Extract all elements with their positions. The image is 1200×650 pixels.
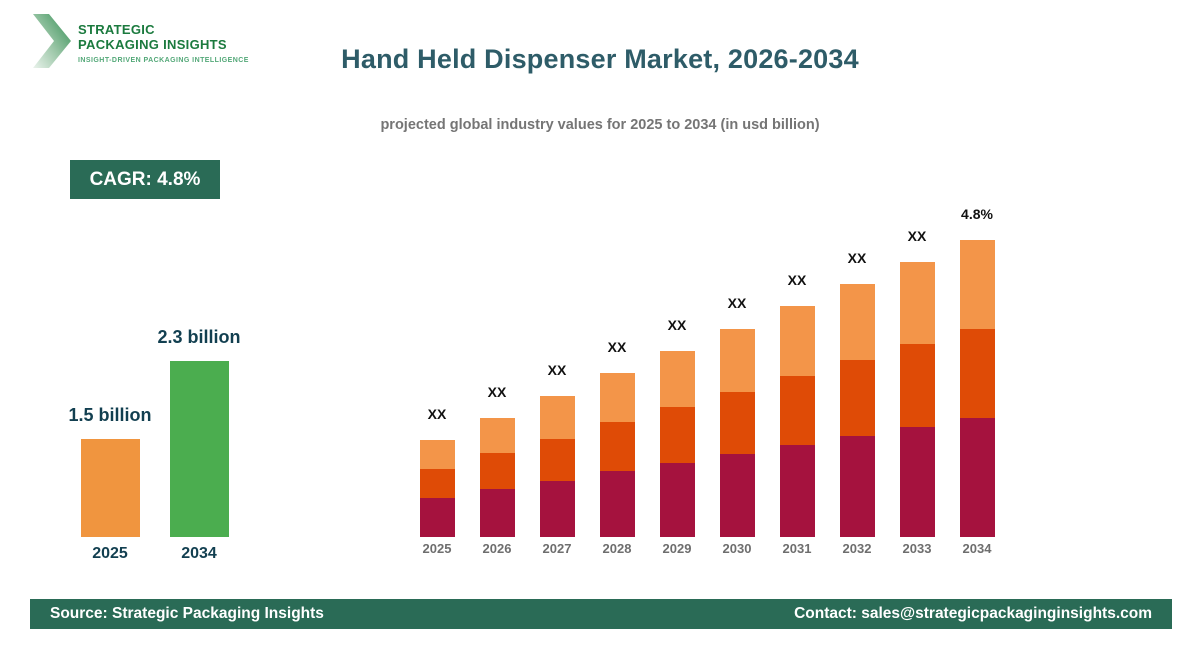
footer-source: Source: Strategic Packaging Insights — [50, 605, 324, 622]
stacked-segment-middle-2030 — [720, 392, 755, 454]
mini-bar-value-label: 1.5 billion — [68, 405, 152, 425]
stacked-segment-bottom-2031 — [780, 445, 815, 537]
mini-bar-value-label: 2.3 billion — [157, 327, 241, 347]
logo-chevron-icon — [33, 14, 71, 73]
stacked-bar-value-label: XX — [727, 295, 747, 311]
stacked-segment-bottom-2028 — [600, 471, 635, 537]
stacked-bar-value-label: XX — [607, 339, 627, 355]
stacked-segment-top-2032 — [840, 284, 875, 360]
logo-line-2: PACKAGING INSIGHTS — [78, 37, 227, 52]
stacked-segment-middle-2029 — [660, 407, 695, 463]
stacked-bar-value-label: XX — [787, 272, 807, 288]
logo-wordmark: STRATEGIC PACKAGING INSIGHTS INSIGHT-DRI… — [78, 14, 249, 64]
footer-contact: Contact: sales@strategicpackaginginsight… — [794, 605, 1152, 622]
stacked-segment-top-2026 — [480, 418, 515, 453]
stacked-axis-label-year: 2030 — [722, 541, 752, 556]
stacked-axis-label-year: 2034 — [962, 541, 992, 556]
stacked-segment-top-2033 — [900, 262, 935, 344]
stacked-segment-bottom-2029 — [660, 463, 695, 537]
mini-axis-label-year: 2025 — [92, 545, 128, 562]
stacked-axis-label-year: 2029 — [662, 541, 692, 556]
stacked-segment-top-2029 — [660, 351, 695, 407]
stacked-segment-bottom-2027 — [540, 481, 575, 537]
stacked-segment-middle-2027 — [540, 439, 575, 481]
mini-bar-2034 — [169, 361, 229, 537]
stacked-segment-top-2031 — [780, 306, 815, 376]
chart-subtitle: projected global industry values for 202… — [380, 117, 820, 133]
page-title: Hand Held Dispenser Market, 2026-2034 — [341, 44, 859, 74]
stacked-axis-label-year: 2026 — [482, 541, 512, 556]
stacked-segment-middle-2033 — [900, 344, 935, 427]
stacked-segment-top-2034 — [960, 240, 995, 329]
stacked-segment-middle-2025 — [420, 469, 455, 498]
mini-bar-2025 — [80, 439, 140, 537]
stacked-bar-2032 — [840, 284, 875, 537]
stacked-segment-middle-2028 — [600, 422, 635, 471]
stacked-segment-middle-2032 — [840, 360, 875, 436]
logo-tagline: INSIGHT-DRIVEN PACKAGING INTELLIGENCE — [78, 57, 249, 64]
stacked-bar-2025 — [420, 440, 455, 537]
mini-axis-label-year: 2034 — [181, 545, 217, 562]
stacked-bar-value-label: 4.8% — [961, 206, 993, 222]
stacked-segment-bottom-2026 — [480, 489, 515, 537]
stacked-bar-value-label: XX — [427, 406, 447, 422]
logo-line-1: STRATEGIC — [78, 22, 155, 37]
stacked-bar-2028 — [600, 373, 635, 537]
stacked-segment-top-2027 — [540, 396, 575, 439]
stacked-bar-value-label: XX — [847, 250, 867, 266]
stacked-axis-label-year: 2031 — [782, 541, 812, 556]
stacked-segment-bottom-2033 — [900, 427, 935, 537]
stacked-axis-label-year: 2033 — [902, 541, 932, 556]
stacked-bar-2026 — [480, 418, 515, 537]
logo: STRATEGIC PACKAGING INSIGHTS INSIGHT-DRI… — [33, 14, 249, 73]
stacked-axis-label-year: 2027 — [542, 541, 572, 556]
stacked-segment-bottom-2034 — [960, 418, 995, 537]
stacked-segment-top-2025 — [420, 440, 455, 469]
footer-bar: Source: Strategic Packaging Insights Con… — [30, 599, 1172, 629]
stacked-segment-bottom-2032 — [840, 436, 875, 537]
stacked-segment-middle-2026 — [480, 453, 515, 489]
stacked-bar-value-label: XX — [547, 362, 567, 378]
stacked-bar-value-label: XX — [487, 384, 507, 400]
stacked-segment-top-2030 — [720, 329, 755, 392]
stacked-bar-2030 — [720, 329, 755, 537]
stacked-bar-value-label: XX — [907, 228, 927, 244]
stacked-bar-2034 — [960, 240, 995, 537]
stacked-axis-label-year: 2028 — [602, 541, 632, 556]
stacked-bar-2027 — [540, 396, 575, 537]
stacked-segment-middle-2031 — [780, 376, 815, 445]
stacked-axis-label-year: 2025 — [422, 541, 452, 556]
stacked-segment-middle-2034 — [960, 329, 995, 418]
stacked-segment-bottom-2025 — [420, 498, 455, 537]
stacked-bar-2033 — [900, 262, 935, 537]
stacked-segment-bottom-2030 — [720, 454, 755, 537]
stacked-segment-top-2028 — [600, 373, 635, 422]
stacked-axis-label-year: 2032 — [842, 541, 872, 556]
stacked-bar-2029 — [660, 351, 695, 537]
cagr-badge: CAGR: 4.8% — [70, 160, 220, 199]
stacked-bar-2031 — [780, 306, 815, 537]
stacked-bar-value-label: XX — [667, 317, 687, 333]
